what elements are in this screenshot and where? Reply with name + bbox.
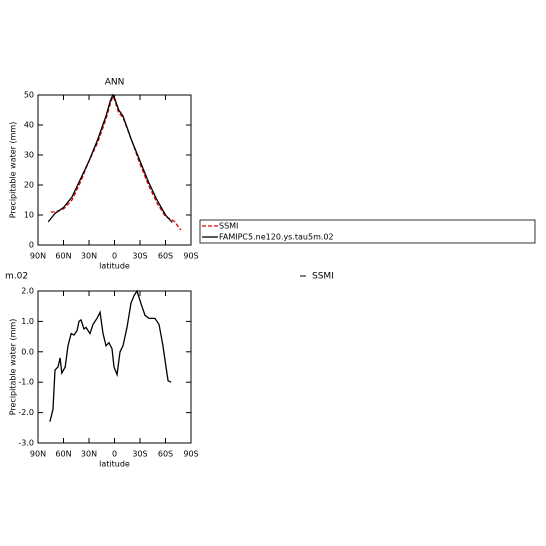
series-line	[47, 93, 173, 223]
chart-title: ANN	[105, 78, 125, 88]
x-tick-label: 90N	[30, 450, 46, 459]
y-tick-label: 0	[29, 241, 34, 250]
y-tick-label: 40	[24, 121, 34, 130]
y-tick-label: -1.0	[18, 378, 34, 387]
legend-label: FAMIPC5.ne120.ys.tau5m.02	[219, 233, 334, 242]
x-axis-label: latitude	[99, 460, 130, 469]
y-axis-label: Precipitable water (mm)	[9, 319, 18, 416]
plot-frame	[37, 94, 192, 246]
series-line	[49, 289, 172, 422]
x-tick-label: 30S	[132, 252, 147, 261]
y-axis-label: Precipitable water (mm)	[9, 122, 18, 219]
x-tick-label: 30S	[132, 450, 147, 459]
x-tick-label: 60N	[55, 450, 71, 459]
x-tick-label: 90S	[183, 450, 198, 459]
series-line	[50, 94, 182, 231]
y-tick-label: 1.0	[21, 317, 34, 326]
x-tick-label: 60N	[55, 252, 71, 261]
y-tick-label: 30	[24, 151, 34, 160]
y-tick-label: 20	[24, 181, 34, 190]
chart-title: m.02	[5, 272, 28, 282]
legend-box	[199, 219, 536, 244]
x-tick-label: 30N	[81, 450, 97, 459]
x-tick-label: 0	[112, 252, 117, 261]
x-tick-label: 60S	[158, 450, 173, 459]
y-tick-label: 10	[24, 211, 34, 220]
y-tick-label: -2.0	[18, 408, 34, 417]
x-tick-label: 0	[112, 450, 117, 459]
y-tick-label: 2.0	[21, 287, 34, 296]
x-tick-label: 30N	[81, 252, 97, 261]
legend-label: SSMI	[219, 222, 238, 231]
legend-label: SSMI	[312, 272, 334, 282]
x-tick-label: 60S	[158, 252, 173, 261]
x-tick-label: 90N	[30, 252, 46, 261]
x-axis-label: latitude	[99, 262, 130, 271]
y-tick-label: 50	[24, 91, 34, 100]
y-tick-label: 0.0	[21, 347, 34, 356]
x-tick-label: 90S	[183, 252, 198, 261]
y-tick-label: -3.0	[18, 439, 34, 448]
